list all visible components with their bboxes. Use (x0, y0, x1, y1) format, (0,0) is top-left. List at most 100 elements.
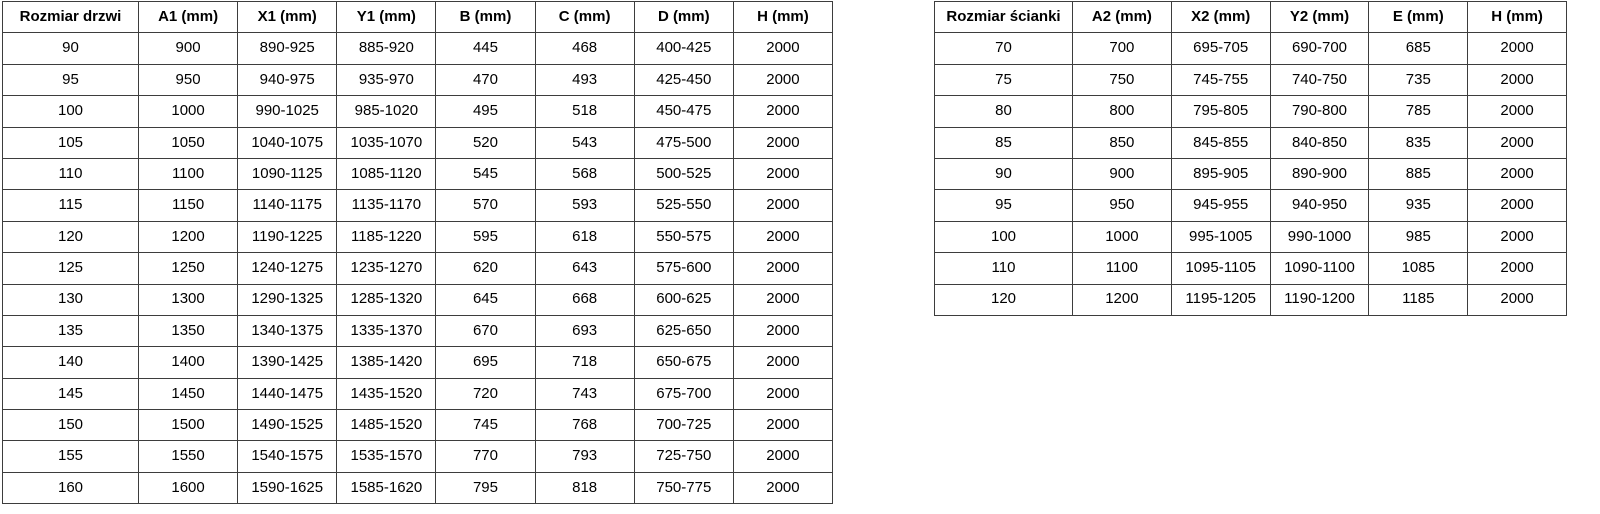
data-cell: 2000 (732, 377, 834, 411)
data-cell: 1140-1175 (237, 189, 338, 222)
data-cell: 2000 (1467, 283, 1567, 316)
data-cell: 445 (435, 32, 536, 65)
data-cell: 120 (934, 283, 1073, 316)
column-header: B (mm) (435, 0, 536, 34)
data-cell: 790-800 (1269, 95, 1370, 128)
data-cell: 668 (534, 283, 635, 316)
data-cell: 450-475 (633, 95, 734, 128)
data-cell: 150 (2, 409, 139, 442)
data-cell: 2000 (1467, 95, 1567, 128)
column-header: X1 (mm) (237, 0, 338, 34)
data-cell: 100 (934, 220, 1073, 254)
data-cell: 2000 (732, 95, 834, 128)
data-cell: 543 (534, 126, 635, 159)
data-cell: 1150 (137, 189, 239, 222)
data-cell: 1000 (137, 95, 239, 128)
table-row: 145 1450 1440-1475 1435-1520 720 743 675-700 20… (2, 377, 834, 411)
data-cell: 1600 (137, 471, 239, 505)
data-cell: 840-850 (1269, 126, 1370, 159)
data-cell: 160 (2, 471, 139, 505)
data-cell: 850 (1072, 126, 1172, 159)
data-cell: 1440-1475 (237, 377, 338, 411)
data-cell: 1135-1170 (336, 189, 437, 222)
data-cell: 1085 (1368, 252, 1469, 285)
data-cell: 1250 (137, 252, 239, 285)
data-cell: 80 (934, 95, 1073, 128)
data-cell: 468 (534, 32, 635, 65)
data-cell: 1085-1120 (336, 157, 437, 191)
data-cell: 1450 (137, 377, 239, 411)
column-header: C (mm) (534, 0, 635, 34)
data-cell: 1390-1425 (237, 346, 338, 379)
data-cell: 2000 (1467, 189, 1567, 222)
data-cell: 1100 (137, 157, 239, 191)
data-cell: 593 (534, 189, 635, 222)
data-cell: 720 (435, 377, 536, 411)
wall-sizes-table: Rozmiar ścianki A2 (mm) X2 (mm) Y2 (mm) E (m… (934, 0, 1567, 316)
data-cell: 2000 (732, 314, 834, 348)
data-cell: 1585-1620 (336, 471, 437, 505)
header-row: Rozmiar ścianki A2 (mm) X2 (mm) Y2 (mm) E (m… (934, 0, 1567, 34)
data-cell: 2000 (732, 252, 834, 285)
data-cell: 140 (2, 346, 139, 379)
data-cell: 1035-1070 (336, 126, 437, 159)
data-cell: 600-625 (633, 283, 734, 316)
table-row: 115 1150 1140-1175 1135-1170 570 593 525-550 20… (2, 189, 834, 222)
table-row: 75 750 745-755 740-750 735 2000 (934, 63, 1567, 97)
data-cell: 1590-1625 (237, 471, 338, 505)
data-cell: 745-755 (1170, 63, 1271, 97)
data-cell: 818 (534, 471, 635, 505)
data-cell: 145 (2, 377, 139, 411)
data-cell: 950 (137, 63, 239, 97)
data-cell: 1090-1100 (1269, 252, 1370, 285)
data-cell: 2000 (1467, 157, 1567, 191)
data-cell: 768 (534, 409, 635, 442)
data-cell: 120 (2, 220, 139, 254)
data-cell: 1050 (137, 126, 239, 159)
data-cell: 495 (435, 95, 536, 128)
data-cell: 1400 (137, 346, 239, 379)
table-row: 105 1050 1040-1075 1035-1070 520 543 475-500 20… (2, 126, 834, 159)
data-cell: 2000 (732, 471, 834, 505)
column-header: Rozmiar ścianki (934, 0, 1073, 34)
data-cell: 1500 (137, 409, 239, 442)
data-cell: 110 (934, 252, 1073, 285)
data-cell: 718 (534, 346, 635, 379)
data-cell: 995-1005 (1170, 220, 1271, 254)
data-cell: 743 (534, 377, 635, 411)
table-row: 80 800 795-805 790-800 785 2000 (934, 95, 1567, 128)
door-sizes-table: Rozmiar drzwi A1 (mm) X1 (mm) Y1 (mm) B (mm)… (2, 0, 834, 505)
data-cell: 95 (2, 63, 139, 97)
data-cell: 493 (534, 63, 635, 97)
table-row: 100 1000 990-1025 985-1020 495 518 450-475 2000 (2, 95, 834, 128)
data-cell: 795 (435, 471, 536, 505)
data-cell: 520 (435, 126, 536, 159)
data-cell: 90 (2, 32, 139, 65)
data-cell: 735 (1368, 63, 1469, 97)
data-cell: 845-855 (1170, 126, 1271, 159)
data-cell: 1190-1225 (237, 220, 338, 254)
data-cell: 1335-1370 (336, 314, 437, 348)
data-cell: 1290-1325 (237, 283, 338, 316)
data-cell: 1040-1075 (237, 126, 338, 159)
data-cell: 725-750 (633, 440, 734, 473)
table-row: 130 1300 1290-1325 1285-1320 645 668 600-625 20… (2, 283, 834, 316)
data-cell: 1550 (137, 440, 239, 473)
data-cell: 990-1025 (237, 95, 338, 128)
data-cell: 1485-1520 (336, 409, 437, 442)
data-cell: 545 (435, 157, 536, 191)
column-header: X2 (mm) (1170, 0, 1271, 34)
data-cell: 400-425 (633, 32, 734, 65)
data-cell: 690-700 (1269, 32, 1370, 65)
data-cell: 935 (1368, 189, 1469, 222)
data-cell: 650-675 (633, 346, 734, 379)
column-header: Rozmiar drzwi (2, 0, 139, 34)
data-cell: 900 (137, 32, 239, 65)
column-header: A1 (mm) (137, 0, 239, 34)
data-cell: 770 (435, 440, 536, 473)
column-header: H (mm) (732, 0, 834, 34)
data-cell: 90 (934, 157, 1073, 191)
table-row: 125 1250 1240-1275 1235-1270 620 643 575-600 20… (2, 252, 834, 285)
table-row: 150 1500 1490-1525 1485-1520 745 768 700-725 20… (2, 409, 834, 442)
table-row: 95 950 945-955 940-950 935 2000 (934, 189, 1567, 222)
